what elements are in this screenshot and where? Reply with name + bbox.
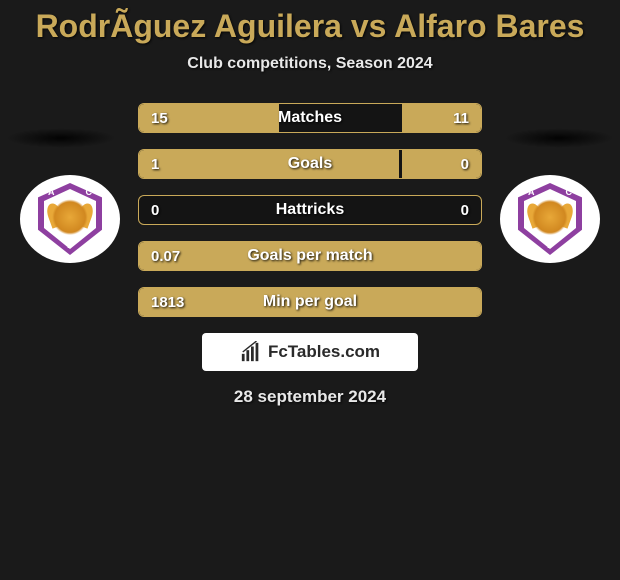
stat-label: Min per goal [139,288,481,316]
stat-value-right: 0 [461,150,469,178]
date-label: 28 september 2024 [0,387,620,407]
stat-row: 0Hattricks0 [138,195,482,225]
page-title: RodrÃ­guez Aguilera vs Alfaro Bares [0,8,620,45]
player-right-shadow [504,128,614,148]
chart-icon [240,341,262,363]
stat-row: 1813Min per goal [138,287,482,317]
stat-row: 15Matches11 [138,103,482,133]
stat-row: 1Goals0 [138,149,482,179]
stat-value-right: 11 [453,104,469,132]
shield-icon: A C F [38,183,102,255]
stat-label: Goals per match [139,242,481,270]
club-crest-right: A C F [500,175,600,263]
crest-letter: F [518,240,582,251]
crest-letter: F [38,240,102,251]
brand-badge: FcTables.com [202,333,418,371]
comparison-infographic: RodrÃ­guez Aguilera vs Alfaro Bares Club… [0,0,620,580]
crest-letter: C [86,187,93,197]
stats-table: 15Matches111Goals00Hattricks00.07Goals p… [138,103,482,317]
page-subtitle: Club competitions, Season 2024 [0,55,620,73]
shield-icon: A C F [518,183,582,255]
stat-row: 0.07Goals per match [138,241,482,271]
stat-label: Goals [139,150,481,178]
player-left-shadow [6,128,116,148]
crest-letter: A [528,187,535,197]
club-crest-left: A C F [20,175,120,263]
stat-label: Hattricks [139,196,481,224]
stat-value-right: 0 [461,196,469,224]
crest-letter: C [566,187,573,197]
brand-label: FcTables.com [268,342,380,362]
stat-label: Matches [139,104,481,132]
crest-letter: A [48,187,55,197]
